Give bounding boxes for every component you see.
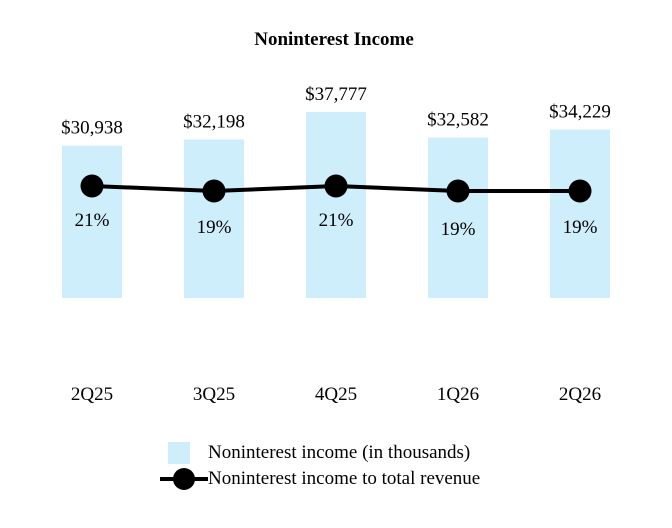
ratio-marker — [568, 179, 592, 203]
bar-value-label: $37,777 — [305, 84, 367, 105]
bar-labels-group: $30,938 $32,198 $37,777 $32,582 $34,229 — [61, 84, 611, 139]
x-tick-label: 2Q26 — [559, 384, 601, 405]
x-tick-label: 4Q25 — [315, 384, 357, 405]
bar-value-label: $34,229 — [549, 101, 611, 122]
ratio-value-label: 19% — [441, 219, 476, 240]
bar-3Q25 — [184, 139, 244, 298]
bar-1Q26 — [428, 137, 488, 298]
bar-value-label: $32,198 — [183, 111, 245, 132]
ratio-labels-group: 21% 19% 21% 19% 19% — [75, 210, 598, 240]
legend-item-bars: Noninterest income (in thousands) — [160, 440, 580, 466]
legend-swatch-line — [160, 468, 208, 490]
legend-item-line: Noninterest income to total revenue — [160, 466, 580, 492]
bar-value-label: $30,938 — [61, 118, 123, 139]
legend-swatch-bar — [168, 442, 190, 464]
x-axis-ticks: 2Q25 3Q25 4Q25 1Q26 2Q26 — [71, 384, 601, 405]
bar-value-label: $32,582 — [427, 110, 489, 131]
legend: Noninterest income (in thousands) Nonint… — [160, 440, 580, 492]
chart-title: Noninterest Income — [254, 29, 414, 50]
ratio-value-label: 19% — [563, 217, 598, 238]
bars-group — [62, 112, 610, 298]
x-tick-label: 2Q25 — [71, 384, 113, 405]
ratio-line-group — [80, 174, 592, 203]
ratio-marker — [80, 174, 104, 198]
ratio-marker — [324, 174, 348, 198]
ratio-value-label: 19% — [197, 217, 232, 238]
bar-4Q25 — [306, 112, 366, 298]
legend-label-line: Noninterest income to total revenue — [208, 468, 481, 489]
x-tick-label: 1Q26 — [437, 384, 479, 405]
ratio-marker — [202, 179, 226, 203]
ratio-value-label: 21% — [75, 210, 110, 231]
bar-2Q25 — [62, 145, 122, 298]
ratio-marker — [446, 179, 470, 203]
x-tick-label: 3Q25 — [193, 384, 235, 405]
ratio-value-label: 21% — [319, 210, 354, 231]
bar-2Q26 — [550, 129, 610, 298]
legend-label-bars: Noninterest income (in thousands) — [208, 442, 471, 463]
